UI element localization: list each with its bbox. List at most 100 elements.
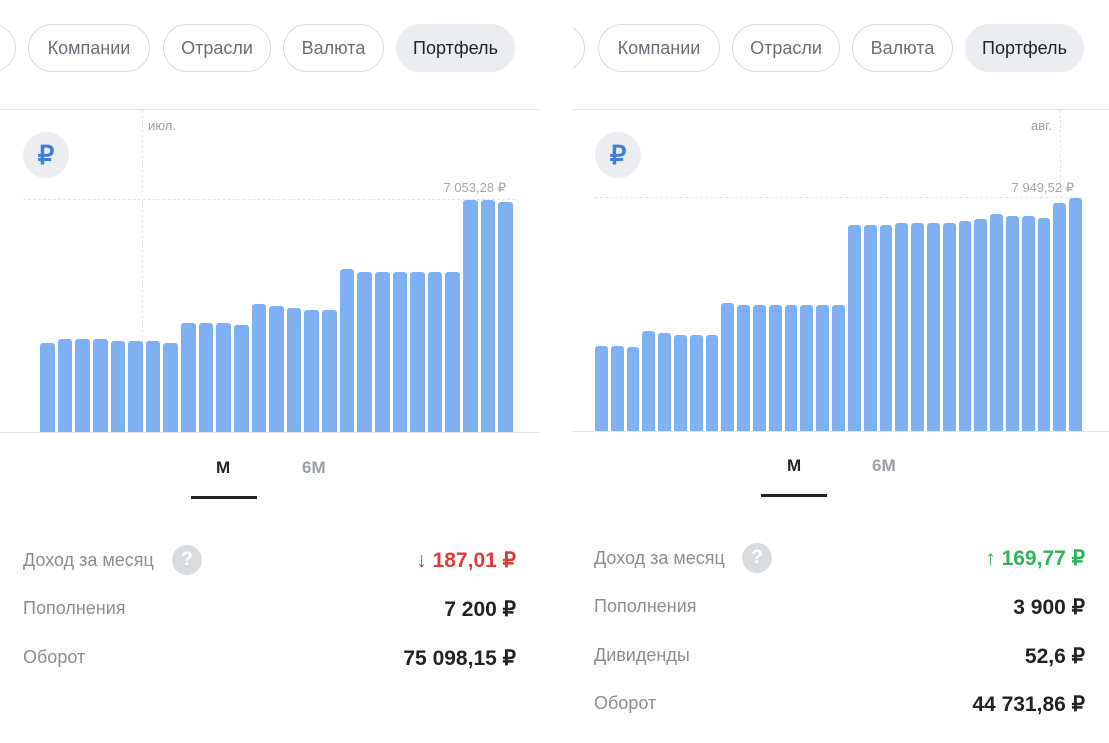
period-tab-month[interactable]: M — [787, 456, 802, 475]
chart-bar[interactable] — [911, 222, 924, 431]
chart-bar[interactable] — [658, 333, 672, 431]
chip-partial[interactable] — [573, 24, 585, 72]
chip-companies[interactable]: Компании — [598, 24, 720, 72]
chart-bar[interactable] — [392, 272, 408, 433]
help-icon[interactable]: ? — [172, 545, 202, 575]
chart-bar[interactable] — [784, 304, 798, 431]
month-marker-label: июл. — [148, 118, 176, 133]
chart-bar[interactable] — [737, 304, 751, 431]
chart-bar[interactable] — [721, 302, 735, 431]
chip-industries[interactable]: Отрасли — [732, 24, 840, 72]
max-value-label: 7 949,52 ₽ — [1011, 180, 1075, 195]
stat-label-dividends: Дивиденды — [594, 645, 690, 665]
stat-label-monthly-income: Доход за месяц — [23, 550, 154, 570]
max-value-label: 7 053,28 ₽ — [443, 180, 507, 195]
chart-bar[interactable] — [480, 200, 496, 433]
chart-bar[interactable] — [816, 304, 830, 431]
chart-bar[interactable] — [1069, 198, 1082, 431]
chart-bar[interactable] — [1021, 215, 1035, 431]
chart-bar[interactable] — [626, 347, 640, 431]
chart-bar[interactable] — [753, 304, 766, 431]
chart-bar[interactable] — [800, 304, 814, 431]
chip-portfolio[interactable]: Портфель — [965, 24, 1084, 72]
chart-bar[interactable] — [1005, 215, 1019, 431]
chip-industries[interactable]: Отрасли — [163, 24, 271, 72]
period-active-indicator — [761, 494, 827, 497]
chart-bar[interactable] — [768, 304, 782, 431]
chart-bar[interactable] — [642, 331, 656, 431]
chart-bar[interactable] — [110, 340, 126, 433]
chart-bar[interactable] — [75, 339, 90, 433]
chart-bar[interactable] — [233, 325, 249, 433]
stat-label-turnover: Оборот — [594, 693, 657, 713]
chip-portfolio[interactable]: Портфель — [396, 24, 515, 72]
chart-bar[interactable] — [1053, 203, 1067, 431]
chart-bar[interactable] — [689, 334, 703, 431]
chart-bar[interactable] — [92, 339, 108, 433]
month-marker-label: авг. — [1031, 118, 1052, 133]
chip-currency[interactable]: Валюта — [283, 24, 384, 72]
chart-bar[interactable] — [410, 272, 425, 433]
chart-bar[interactable] — [926, 222, 940, 431]
period-tab-month[interactable]: M — [216, 458, 231, 477]
chart-bar[interactable] — [705, 334, 719, 431]
currency-ruble-button[interactable]: ₽ — [595, 132, 641, 178]
chart-bar[interactable] — [942, 222, 956, 431]
chart-bar[interactable] — [304, 309, 320, 433]
month-guide-line — [142, 110, 143, 433]
period-tab-6months[interactable]: 6M — [302, 458, 326, 477]
stat-value-monthly-income: ↑ 169,77 ₽ — [985, 547, 1085, 570]
chart-bar[interactable] — [879, 224, 893, 431]
chart-bar[interactable] — [427, 272, 443, 433]
ruble-icon: ₽ — [37, 139, 55, 170]
chart-bar[interactable] — [674, 334, 687, 431]
chart-bar[interactable] — [40, 342, 55, 433]
chart-bar[interactable] — [322, 309, 337, 433]
stat-value-deposits: 7 200 ₽ — [444, 598, 516, 621]
chart-bar[interactable] — [958, 221, 972, 431]
right-portfolio-panel: Компании Отрасли Валюта Портфель авг. 7 … — [573, 0, 1109, 743]
chart-bar[interactable] — [286, 307, 302, 433]
chart-bar[interactable] — [181, 323, 196, 433]
chart-bar[interactable] — [128, 340, 143, 433]
chart-bar[interactable] — [595, 345, 608, 431]
stat-label-monthly-income: Доход за месяц — [594, 548, 725, 568]
chart-bar[interactable] — [498, 201, 513, 433]
chart-bar[interactable] — [269, 305, 284, 433]
chart-bar[interactable] — [847, 224, 861, 431]
max-guide-line — [23, 199, 515, 200]
stat-value-turnover: 44 731,86 ₽ — [972, 693, 1085, 716]
chart-bar[interactable] — [974, 219, 988, 431]
chart-bar[interactable] — [990, 214, 1003, 431]
chart-bar[interactable] — [374, 272, 390, 433]
chart-bar[interactable] — [1037, 217, 1051, 431]
chart-bar[interactable] — [895, 222, 909, 431]
chart-bar[interactable] — [445, 272, 461, 433]
chart-bar[interactable] — [832, 304, 845, 431]
chart-bar[interactable] — [251, 303, 267, 433]
chart-top-divider — [0, 109, 540, 110]
chip-currency[interactable]: Валюта — [852, 24, 953, 72]
chart-bar[interactable] — [339, 268, 355, 433]
chip-companies[interactable]: Компании — [28, 24, 150, 72]
chart-bar[interactable] — [216, 323, 231, 433]
chart-baseline — [573, 431, 1109, 432]
stat-label-turnover: Оборот — [23, 647, 86, 667]
chart-top-divider — [573, 109, 1109, 110]
chart-bar[interactable] — [463, 200, 478, 433]
help-icon[interactable]: ? — [742, 543, 772, 573]
period-tab-6months[interactable]: 6M — [872, 456, 896, 475]
chart-bar[interactable] — [863, 224, 877, 431]
chart-bar[interactable] — [145, 340, 161, 433]
chip-partial[interactable] — [0, 24, 16, 72]
left-portfolio-panel: Компании Отрасли Валюта Портфель июл. 7 … — [0, 0, 540, 743]
panel-gap — [540, 0, 573, 743]
chart-bar[interactable] — [610, 345, 624, 431]
chart-bar[interactable] — [57, 339, 73, 433]
chart-bar[interactable] — [198, 323, 214, 433]
chart-bar[interactable] — [357, 272, 372, 433]
chart-baseline — [0, 432, 540, 433]
chart-bar[interactable] — [163, 342, 179, 433]
stat-label-deposits: Пополнения — [23, 598, 126, 618]
currency-ruble-button[interactable]: ₽ — [23, 132, 69, 178]
